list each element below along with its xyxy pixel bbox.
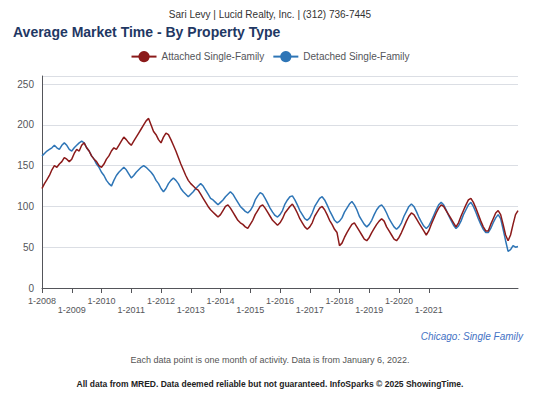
- svg-text:0: 0: [28, 283, 34, 294]
- svg-text:1-2017: 1-2017: [296, 305, 324, 315]
- svg-text:250: 250: [17, 79, 34, 90]
- svg-text:1-2016: 1-2016: [266, 296, 294, 306]
- svg-text:Sari Levy | Lucid Realty, Inc.: Sari Levy | Lucid Realty, Inc. | (312) 7…: [169, 9, 372, 20]
- svg-text:1-2014: 1-2014: [206, 296, 234, 306]
- svg-text:1-2008: 1-2008: [28, 296, 56, 306]
- svg-text:200: 200: [17, 119, 34, 130]
- svg-text:1-2019: 1-2019: [355, 305, 383, 315]
- svg-text:1-2015: 1-2015: [236, 305, 264, 315]
- svg-text:150: 150: [17, 160, 34, 171]
- svg-text:1-2021: 1-2021: [415, 305, 443, 315]
- svg-text:1-2020: 1-2020: [385, 296, 413, 306]
- svg-text:Average Market Time - By Prope: Average Market Time - By Property Type: [13, 24, 281, 40]
- svg-text:Chicago: Single Family: Chicago: Single Family: [421, 331, 524, 342]
- svg-text:Each data point is one month o: Each data point is one month of activity…: [131, 355, 410, 365]
- svg-text:50: 50: [23, 242, 35, 253]
- svg-text:1-2009: 1-2009: [58, 305, 86, 315]
- svg-text:Attached Single-Family: Attached Single-Family: [162, 51, 265, 62]
- svg-text:1-2018: 1-2018: [325, 296, 353, 306]
- svg-text:100: 100: [17, 201, 34, 212]
- svg-text:1-2012: 1-2012: [147, 296, 175, 306]
- svg-text:1-2013: 1-2013: [177, 305, 205, 315]
- svg-text:1-2011: 1-2011: [118, 305, 145, 315]
- svg-text:Detached Single-Family: Detached Single-Family: [303, 51, 409, 62]
- svg-text:All data from MRED. Data deeme: All data from MRED. Data deemed reliable…: [77, 379, 464, 389]
- svg-text:1-2010: 1-2010: [87, 296, 115, 306]
